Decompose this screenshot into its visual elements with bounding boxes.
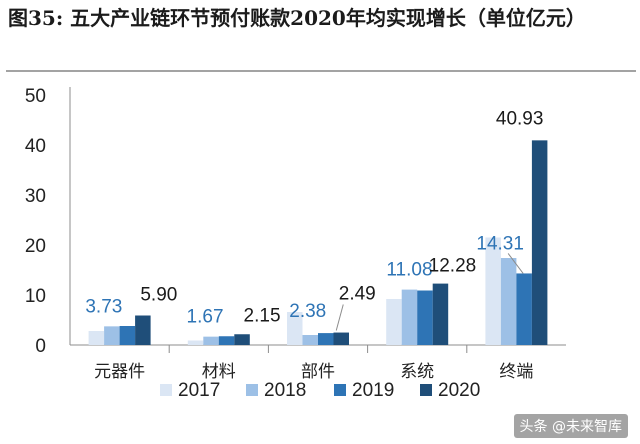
data-label: 1.67: [187, 307, 224, 328]
data-label: 40.93: [496, 108, 544, 129]
bar-2017-4: [485, 237, 501, 345]
leader-line: [507, 253, 524, 274]
legend-label: 2017: [178, 380, 220, 401]
bar-2019-2: [318, 333, 334, 345]
y-tick-label: 30: [25, 186, 46, 207]
bar-2020-2: [333, 332, 349, 345]
legend-swatch: [420, 384, 432, 396]
bar-2018-2: [302, 335, 318, 345]
leader-line: [335, 304, 344, 331]
y-tick-label: 20: [25, 236, 46, 257]
data-label: 5.90: [140, 285, 177, 306]
data-label: 2.49: [339, 284, 376, 305]
data-label: 14.31: [476, 233, 524, 254]
data-label: 11.08: [386, 260, 432, 281]
y-tick-label: 10: [25, 286, 46, 307]
chart-title: 图35: 五大产业链环节预付账款2020年均实现增长（单位亿元）: [8, 6, 586, 30]
bar-2017-0: [88, 331, 105, 345]
bar-2018-3: [401, 289, 418, 345]
legend-swatch: [160, 384, 172, 396]
data-label: 2.15: [244, 305, 281, 326]
bar-2017-1: [187, 340, 204, 345]
y-tick-label: 50: [25, 86, 46, 107]
bar-2019-1: [218, 336, 235, 345]
bar-2017-3: [386, 299, 402, 345]
bar-2018-0: [104, 326, 120, 345]
bar-2018-4: [500, 258, 517, 345]
x-category-label: 元器件: [94, 362, 145, 382]
bar-2020-3: [432, 283, 449, 345]
legend-label: 2018: [264, 380, 306, 401]
bar-2019-4: [516, 273, 532, 345]
bar-2017-2: [287, 312, 303, 345]
legend-label: 2019: [352, 380, 394, 401]
bar-2020-4: [531, 140, 548, 345]
bar-2020-1: [234, 334, 250, 345]
data-label: 3.73: [85, 296, 122, 317]
x-category-label: 终端: [499, 362, 533, 382]
x-category-label: 部件: [301, 362, 335, 382]
x-category-label: 系统: [400, 362, 434, 382]
bar-2020-0: [135, 315, 151, 345]
bar-2019-3: [417, 290, 433, 345]
legend-swatch: [334, 384, 346, 396]
watermark: 头条 @未来智库: [513, 414, 628, 438]
title-divider: [6, 70, 636, 72]
y-tick-label: 0: [35, 336, 46, 357]
x-category-label: 材料: [202, 362, 236, 382]
legend-label: 2020: [438, 380, 480, 401]
data-label: 2.38: [289, 301, 326, 322]
data-label: 12.28: [429, 256, 477, 277]
legend-swatch: [246, 384, 258, 396]
bar-2018-1: [203, 336, 219, 345]
y-tick-label: 40: [25, 136, 46, 157]
bar-2019-0: [119, 326, 136, 345]
